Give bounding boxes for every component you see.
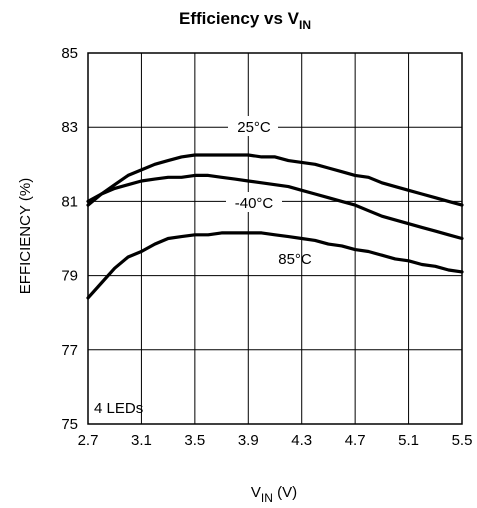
y-axis-label: EFFICIENCY (%) [17, 178, 34, 294]
series-line-neg40c [86, 173, 464, 241]
y-tick-labels: 75 77 79 81 83 85 [61, 45, 78, 433]
plot-frame [87, 52, 463, 425]
svg-text:-40°C: -40°C [235, 195, 274, 212]
series-line-85c [86, 231, 464, 300]
y-tick-label: 81 [61, 193, 78, 210]
x-tick-label: 3.1 [131, 432, 152, 449]
chart-title-subscript: IN [299, 18, 311, 32]
series-label-25c: 25°C [228, 116, 278, 136]
y-tick-label: 79 [61, 268, 78, 285]
x-tick-label: 5.1 [398, 432, 419, 449]
x-tick-label: 5.5 [452, 432, 473, 449]
y-tick-label: 85 [61, 45, 78, 62]
chart-title: Efficiency vs VIN [179, 9, 311, 32]
y-tick-label: 75 [61, 416, 78, 433]
grid [88, 53, 462, 424]
x-tick-labels: 2.7 3.1 3.5 3.9 4.3 4.7 5.1 5.5 [78, 432, 473, 449]
series-label-85c: 85°C [278, 251, 312, 268]
series-label-neg40c: -40°C [226, 192, 282, 212]
annotation-4-leds: 4 LEDs [94, 400, 143, 417]
series-lines [86, 153, 464, 300]
y-tick-label: 83 [61, 119, 78, 136]
x-axis-label-subscript: IN [261, 491, 273, 505]
x-tick-label: 3.9 [238, 432, 259, 449]
x-tick-label: 2.7 [78, 432, 99, 449]
x-axis-label: VIN (V) [251, 484, 297, 505]
series-line-25c [86, 153, 464, 207]
x-tick-label: 3.5 [184, 432, 205, 449]
svg-text:25°C: 25°C [237, 119, 271, 136]
svg-text:85°C: 85°C [278, 251, 312, 268]
x-tick-label: 4.3 [291, 432, 312, 449]
x-tick-label: 4.7 [345, 432, 366, 449]
y-tick-label: 77 [61, 342, 78, 359]
